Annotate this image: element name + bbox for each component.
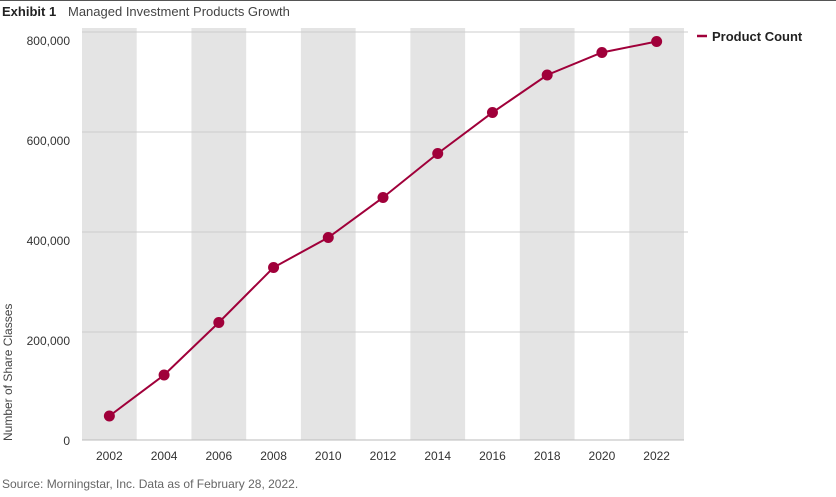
data-point xyxy=(486,107,498,118)
x-tick-label: 2022 xyxy=(643,449,670,463)
data-point xyxy=(541,69,553,81)
legend: Product Count xyxy=(697,29,803,44)
chart-header: Exhibit 1 Managed Investment Products Gr… xyxy=(0,0,836,22)
exhibit-label: Exhibit 1 xyxy=(2,4,57,19)
column-band xyxy=(191,28,247,440)
x-tick-label: 2010 xyxy=(315,449,342,463)
data-point xyxy=(432,148,444,159)
data-point xyxy=(213,317,225,328)
column-band xyxy=(82,28,137,440)
x-tick-label: 2016 xyxy=(479,449,506,463)
header-rule xyxy=(0,0,836,1)
chart-subtitle: Managed Investment Products Growth xyxy=(68,4,290,19)
x-tick-label: 2020 xyxy=(589,449,616,463)
x-tick-label: 2014 xyxy=(424,449,451,463)
data-point xyxy=(596,47,608,58)
y-tick-label: 600,000 xyxy=(27,134,71,148)
data-point xyxy=(103,410,115,422)
x-tick-label: 2018 xyxy=(534,449,561,463)
data-point xyxy=(158,369,170,381)
x-tick-labels: 2002 2004 2006 2008 2010 2012 2014 2016 2018 2020… xyxy=(96,449,670,463)
data-point xyxy=(377,192,389,203)
series-points xyxy=(103,36,663,422)
x-tick-label: 2012 xyxy=(370,449,397,463)
column-band xyxy=(629,28,684,440)
y-tick-label: 800,000 xyxy=(27,34,71,48)
source-note: Source: Morningstar, Inc. Data as of Feb… xyxy=(2,477,299,491)
y-tick-label: 0 xyxy=(63,434,70,448)
legend-label-product-count: Product Count xyxy=(712,29,803,44)
column-bands xyxy=(82,28,684,440)
data-point xyxy=(322,232,334,243)
y-axis-label: Number of Share Classes xyxy=(1,304,15,441)
x-tick-label: 2006 xyxy=(205,449,232,463)
gridlines xyxy=(82,31,688,441)
data-point xyxy=(651,36,663,47)
column-band xyxy=(519,28,575,440)
y-tick-label: 400,000 xyxy=(27,234,71,248)
x-tick-label: 2008 xyxy=(260,449,287,463)
x-tick-label: 2004 xyxy=(151,449,178,463)
x-tick-label: 2002 xyxy=(96,449,123,463)
column-band xyxy=(410,28,466,440)
y-tick-label: 200,000 xyxy=(27,334,71,348)
y-tick-labels: 0 200,000 400,000 600,000 800,000 xyxy=(27,34,71,448)
data-point xyxy=(268,262,280,273)
